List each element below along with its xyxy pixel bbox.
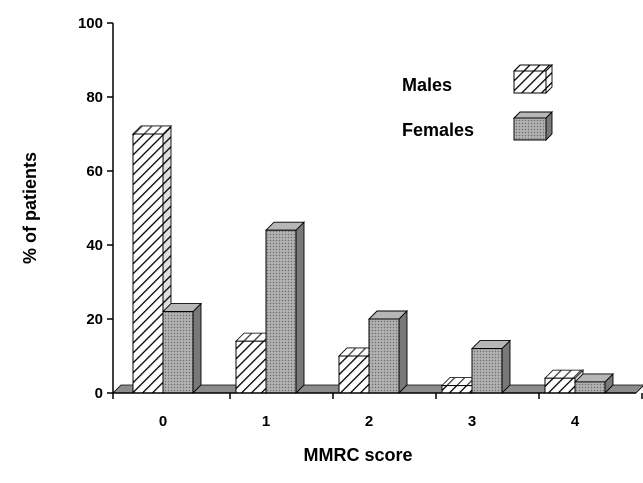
legend-label-males: Males	[402, 75, 452, 95]
y-tick-label-40: 40	[86, 237, 103, 254]
bar-females-0	[161, 302, 203, 395]
y-tick-label-80: 80	[86, 89, 103, 106]
bar-females-4	[573, 372, 615, 395]
y-tick-label-60: 60	[86, 163, 103, 180]
x-tick-label-4: 4	[571, 413, 580, 430]
bars	[131, 124, 615, 395]
legend-label-females: Females	[402, 120, 474, 140]
x-tick-label-0: 0	[159, 413, 167, 430]
legend-swatch-females	[512, 110, 554, 142]
x-tick-label-3: 3	[468, 413, 476, 430]
bar-females-3	[470, 339, 512, 395]
x-axis-title: MMRC score	[303, 445, 412, 465]
y-tick-label-20: 20	[86, 311, 103, 328]
bar-females-1	[264, 221, 306, 395]
legend: Males Females	[402, 63, 554, 142]
bar-males-0	[131, 124, 173, 395]
x-tick-label-2: 2	[365, 413, 373, 430]
x-tick-label-1: 1	[262, 413, 270, 430]
legend-swatch-males	[512, 63, 554, 95]
y-axis-title: % of patients	[20, 152, 40, 264]
bar-females-2	[367, 309, 409, 395]
axes: 0 20 40 60 80 100 0 1 2 3 4	[78, 15, 643, 430]
y-tick-label-100: 100	[78, 15, 103, 32]
y-tick-label-0: 0	[95, 385, 103, 402]
